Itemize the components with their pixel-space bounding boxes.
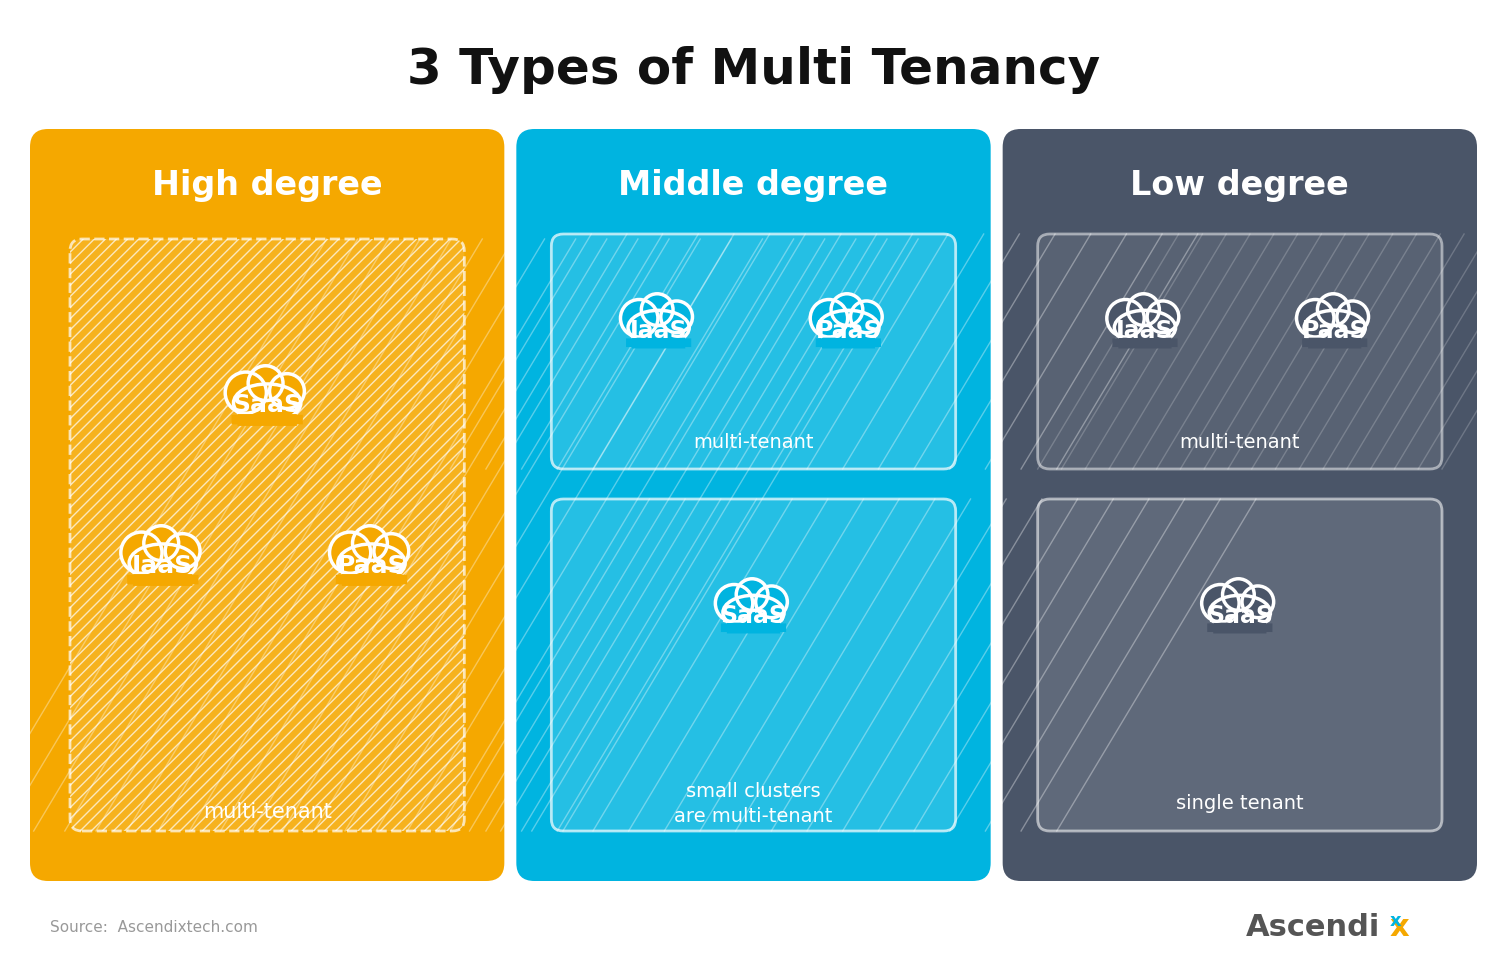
Circle shape: [850, 302, 882, 333]
FancyBboxPatch shape: [1002, 130, 1477, 881]
Circle shape: [811, 300, 847, 337]
Text: multi-tenant: multi-tenant: [203, 801, 332, 821]
FancyBboxPatch shape: [69, 239, 464, 831]
Ellipse shape: [234, 384, 301, 423]
Text: 3 Types of Multi Tenancy: 3 Types of Multi Tenancy: [407, 46, 1100, 94]
Circle shape: [1317, 294, 1349, 326]
Text: SaaS: SaaS: [1207, 604, 1273, 628]
Ellipse shape: [338, 544, 405, 582]
FancyBboxPatch shape: [552, 500, 955, 831]
FancyBboxPatch shape: [821, 338, 876, 349]
Circle shape: [121, 532, 163, 574]
Circle shape: [621, 300, 659, 337]
Text: x: x: [1389, 911, 1402, 929]
Ellipse shape: [1209, 596, 1270, 630]
Circle shape: [249, 366, 283, 401]
Text: PaaS: PaaS: [336, 554, 407, 578]
FancyBboxPatch shape: [1118, 338, 1171, 349]
Circle shape: [1127, 294, 1159, 326]
Ellipse shape: [628, 311, 689, 346]
FancyBboxPatch shape: [552, 234, 955, 470]
Text: Middle degree: Middle degree: [618, 168, 889, 201]
Circle shape: [270, 374, 304, 409]
Text: IaaS: IaaS: [630, 319, 687, 343]
Circle shape: [330, 532, 371, 574]
Ellipse shape: [130, 544, 196, 582]
Circle shape: [1296, 300, 1334, 337]
Circle shape: [1337, 302, 1368, 333]
FancyBboxPatch shape: [631, 338, 686, 349]
Text: Source:  Ascendixtech.com: Source: Ascendixtech.com: [50, 920, 258, 934]
Ellipse shape: [1304, 311, 1365, 346]
Circle shape: [642, 294, 674, 326]
FancyBboxPatch shape: [1112, 339, 1177, 348]
FancyBboxPatch shape: [517, 130, 990, 881]
FancyBboxPatch shape: [726, 623, 781, 634]
FancyBboxPatch shape: [720, 624, 787, 632]
Circle shape: [1201, 585, 1239, 623]
FancyBboxPatch shape: [1302, 339, 1367, 348]
Circle shape: [353, 527, 387, 561]
FancyBboxPatch shape: [127, 576, 199, 584]
Circle shape: [1222, 579, 1254, 611]
Text: SaaS: SaaS: [232, 393, 303, 416]
Ellipse shape: [818, 311, 879, 346]
Circle shape: [1242, 586, 1273, 618]
Text: x: x: [1389, 913, 1409, 942]
FancyBboxPatch shape: [232, 415, 303, 425]
Text: small clusters
are multi-tenant: small clusters are multi-tenant: [674, 781, 833, 825]
FancyBboxPatch shape: [342, 575, 401, 586]
FancyBboxPatch shape: [133, 575, 193, 586]
Text: multi-tenant: multi-tenant: [693, 432, 814, 451]
Circle shape: [755, 586, 787, 618]
Ellipse shape: [723, 596, 784, 630]
Circle shape: [166, 534, 200, 569]
Circle shape: [1147, 302, 1178, 333]
Text: IaaS: IaaS: [1117, 319, 1174, 343]
Text: single tenant: single tenant: [1175, 794, 1304, 813]
FancyBboxPatch shape: [625, 339, 692, 348]
FancyBboxPatch shape: [1038, 500, 1442, 831]
FancyBboxPatch shape: [815, 339, 882, 348]
Circle shape: [1106, 300, 1144, 337]
Text: Ascendi: Ascendi: [1246, 913, 1380, 942]
Text: High degree: High degree: [152, 168, 383, 201]
FancyBboxPatch shape: [30, 130, 505, 881]
Ellipse shape: [1114, 311, 1175, 346]
Circle shape: [660, 302, 693, 333]
Circle shape: [225, 373, 267, 414]
Circle shape: [830, 294, 864, 326]
Text: multi-tenant: multi-tenant: [1180, 432, 1301, 451]
FancyBboxPatch shape: [1207, 624, 1272, 632]
Text: IaaS: IaaS: [133, 554, 193, 578]
FancyBboxPatch shape: [238, 414, 297, 427]
Circle shape: [374, 534, 408, 569]
Text: PaaS: PaaS: [1302, 319, 1367, 343]
Text: PaaS: PaaS: [815, 319, 882, 343]
FancyBboxPatch shape: [1213, 623, 1266, 634]
FancyBboxPatch shape: [1308, 338, 1361, 349]
Circle shape: [737, 579, 769, 611]
FancyBboxPatch shape: [1038, 234, 1442, 470]
Text: Low degree: Low degree: [1130, 168, 1349, 201]
FancyBboxPatch shape: [336, 576, 407, 584]
Text: SaaS: SaaS: [720, 604, 787, 628]
Circle shape: [143, 527, 179, 561]
Circle shape: [716, 585, 754, 623]
